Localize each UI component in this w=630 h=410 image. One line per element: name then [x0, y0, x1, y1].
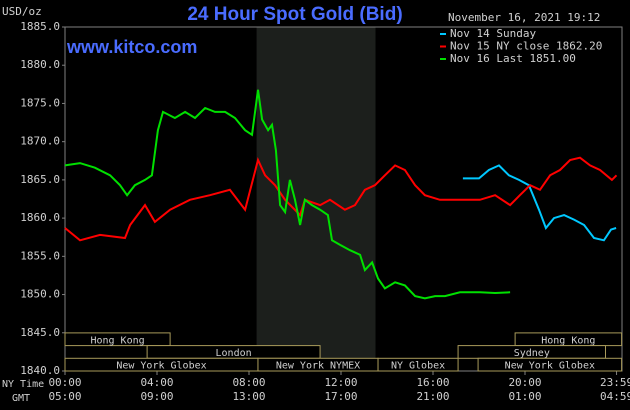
gmt-tick-label: 21:00: [416, 390, 449, 403]
session-label: Hong Kong: [90, 335, 144, 346]
y-tick-label: 1855.0: [20, 249, 60, 262]
x-axis-label: GMT: [12, 393, 30, 404]
session-label: Hong Kong: [541, 335, 595, 346]
y-tick-label: 1885.0: [20, 20, 60, 33]
series-line: [64, 156, 618, 242]
legend-label: Nov 14 Sunday: [450, 27, 536, 40]
y-tick-label: 1840.0: [20, 364, 60, 377]
x-tick-label: 04:00: [140, 376, 173, 389]
y-tick-label: 1880.0: [20, 58, 60, 71]
legend-label: Nov 16 Last 1851.00: [450, 52, 576, 65]
series-line: [64, 89, 511, 300]
x-tick-label: 12:00: [324, 376, 357, 389]
session-label: Sydney: [514, 348, 550, 359]
x-tick-label: 16:00: [416, 376, 449, 389]
session-label: New York Globex: [505, 361, 595, 372]
session-box: [64, 332, 171, 347]
gmt-tick-label: 09:00: [140, 390, 173, 403]
gmt-tick-label: 04:59: [600, 390, 630, 403]
y-axis-label: USD/oz: [2, 5, 42, 18]
y-tick-label: 1870.0: [20, 135, 60, 148]
y-tick-label: 1875.0: [20, 96, 60, 109]
gmt-tick-label: 01:00: [508, 390, 541, 403]
gmt-tick-label: 17:00: [324, 390, 357, 403]
series-line: [462, 164, 617, 242]
gmt-tick-label: 05:00: [48, 390, 81, 403]
gmt-tick-label: 13:00: [232, 390, 265, 403]
x-tick-label: 08:00: [232, 376, 265, 389]
y-tick-label: 1860.0: [20, 211, 60, 224]
session-label: London: [216, 348, 252, 359]
y-tick-label: 1845.0: [20, 326, 60, 339]
x-tick-label: 23:59: [600, 376, 630, 389]
shaded-span: [256, 27, 376, 371]
x-tick-label: 20:00: [508, 376, 541, 389]
session-box: [477, 357, 623, 372]
website: www.kitco.com: [66, 37, 197, 57]
session-box: [377, 357, 459, 372]
legend-label: Nov 15 NY close 1862.20: [450, 40, 602, 53]
chart-title: 24 Hour Spot Gold (Bid): [187, 4, 402, 25]
x-axis-label: NY Time: [2, 379, 44, 390]
session-label: New York NYMEX: [276, 361, 360, 372]
y-tick-label: 1850.0: [20, 288, 60, 301]
session-label: New York Globex: [116, 361, 206, 372]
session-label: NY Globex: [391, 361, 445, 372]
y-tick-label: 1865.0: [20, 173, 60, 186]
x-tick-label: 00:00: [48, 376, 81, 389]
timestamp: November 16, 2021 19:12: [448, 11, 600, 24]
